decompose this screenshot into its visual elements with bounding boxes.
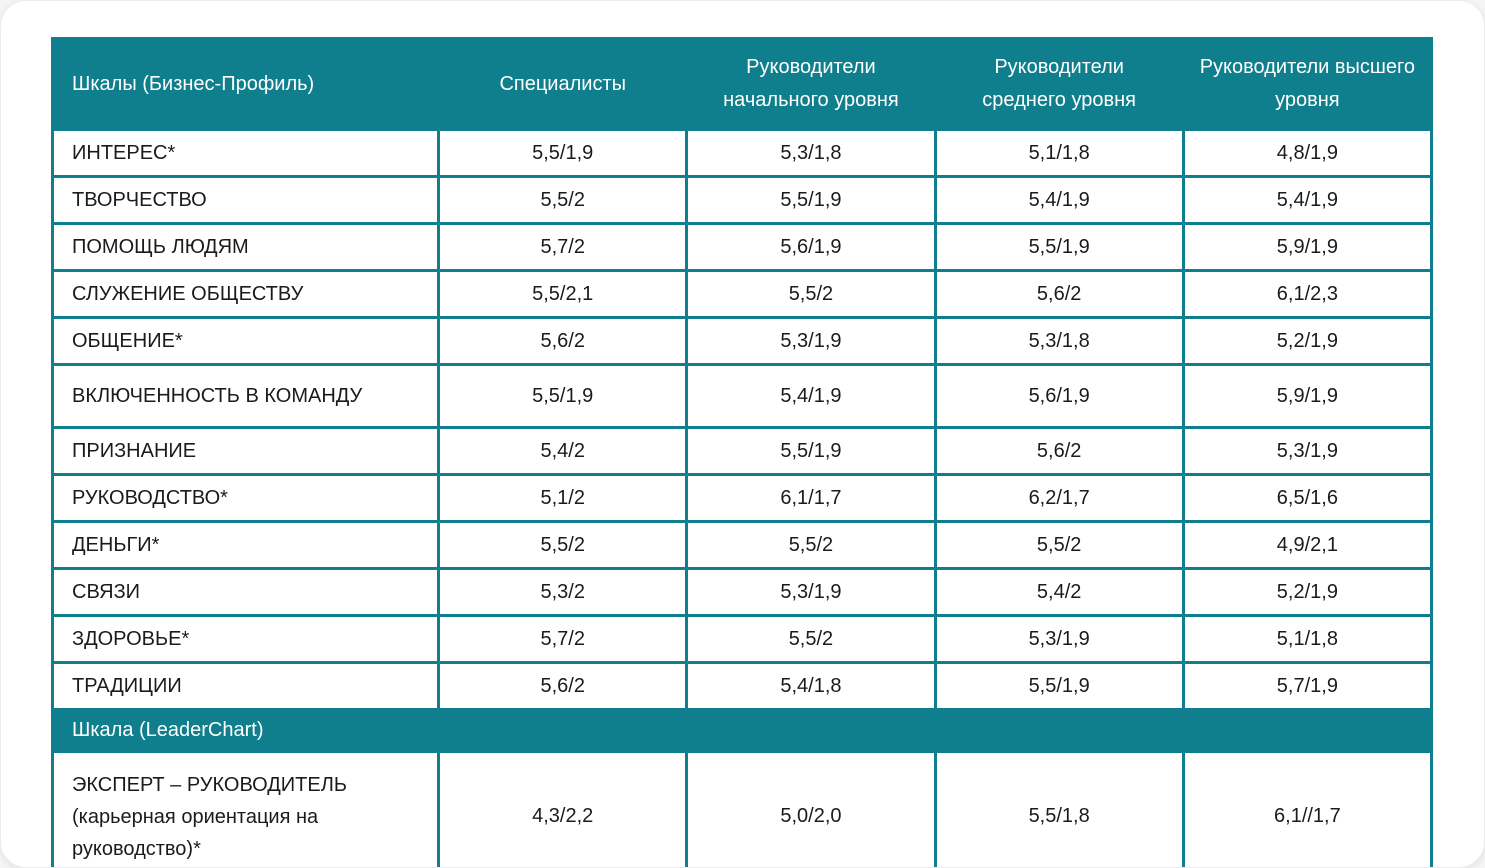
row-label: ИНТЕРЕС* (50, 128, 441, 178)
value-cell: 5,5/2,1 (437, 269, 689, 319)
value-cell: 6,1/2,3 (1181, 269, 1434, 319)
value-cell: 5,3/1,9 (685, 567, 937, 617)
value-cell: 5,4/1,9 (685, 363, 937, 429)
value-cell: 5,5/2 (685, 269, 937, 319)
table-row: ВКЛЮЧЕННОСТЬ В КОМАНДУ 5,5/1,9 5,4/1,9 5,6/… (50, 363, 1434, 429)
value-cell: 5,4/1,9 (933, 175, 1185, 225)
value-cell: 5,5/1,8 (933, 750, 1185, 867)
value-cell: 5,7/2 (437, 222, 689, 272)
value-cell: 4,9/2,1 (1181, 520, 1434, 570)
row-label: ТРАДИЦИИ (50, 661, 441, 711)
value-cell: 5,3/1,8 (933, 316, 1185, 366)
row-label: РУКОВОДСТВО* (50, 473, 441, 523)
value-cell: 5,4/2 (933, 567, 1185, 617)
value-cell: 6,2/1,7 (933, 473, 1185, 523)
value-cell: 5,4/1,8 (685, 661, 937, 711)
value-cell: 5,0/2,0 (685, 750, 937, 867)
value-cell: 5,6/1,9 (933, 363, 1185, 429)
value-cell: 4,3/2,2 (437, 750, 689, 867)
table-row: ПОМОЩЬ ЛЮДЯМ 5,7/2 5,6/1,9 5,5/1,9 5,9/1,9 (50, 222, 1434, 272)
row-label: ПОМОЩЬ ЛЮДЯМ (50, 222, 441, 272)
column-header-senior-managers: Руководители высшего уровня (1181, 37, 1434, 131)
value-cell: 5,9/1,9 (1181, 363, 1434, 429)
value-cell: 5,9/1,9 (1181, 222, 1434, 272)
table-row: ПРИЗНАНИЕ 5,4/2 5,5/1,9 5,6/2 5,3/1,9 (50, 426, 1434, 476)
value-cell: 5,5/2 (685, 614, 937, 664)
value-cell: 5,6/2 (933, 426, 1185, 476)
table-body: ИНТЕРЕС* 5,5/1,9 5,3/1,8 5,1/1,8 4,8/1,9 ТВОР… (50, 128, 1434, 867)
row-label: ОБЩЕНИЕ* (50, 316, 441, 366)
row-label: ТВОРЧЕСТВО (50, 175, 441, 225)
value-cell: 5,5/1,9 (933, 222, 1185, 272)
value-cell: 5,1/1,8 (1181, 614, 1434, 664)
column-header-entry-managers: Руководители начального уровня (685, 37, 937, 131)
value-cell: 5,3/1,9 (1181, 426, 1434, 476)
table-row: ЭКСПЕРТ – РУКОВОДИТЕЛЬ (карьерная ориент… (50, 750, 1434, 867)
table-row: ОБЩЕНИЕ* 5,6/2 5,3/1,9 5,3/1,8 5,2/1,9 (50, 316, 1434, 366)
section-header-label: Шкала (LeaderChart) (51, 708, 1433, 753)
value-cell: 5,4/2 (437, 426, 689, 476)
table-row: ИНТЕРЕС* 5,5/1,9 5,3/1,8 5,1/1,8 4,8/1,9 (50, 128, 1434, 178)
value-cell: 5,5/1,9 (437, 128, 689, 178)
value-cell: 5,1/1,8 (933, 128, 1185, 178)
table-row: ДЕНЬГИ* 5,5/2 5,5/2 5,5/2 4,9/2,1 (50, 520, 1434, 570)
table-header-row: Шкалы (Бизнес-Профиль) Специалисты Руков… (50, 37, 1434, 131)
value-cell: 5,6/2 (437, 661, 689, 711)
row-label: ЗДОРОВЬЕ* (50, 614, 441, 664)
row-label: ДЕНЬГИ* (50, 520, 441, 570)
column-header-specialists: Специалисты (437, 37, 689, 131)
table-row: ТРАДИЦИИ 5,6/2 5,4/1,8 5,5/1,9 5,7/1,9 (50, 661, 1434, 711)
value-cell: 5,5/1,9 (933, 661, 1185, 711)
value-cell: 5,4/1,9 (1181, 175, 1434, 225)
section-header-row: Шкала (LeaderChart) (51, 708, 1433, 753)
value-cell: 5,3/1,9 (685, 316, 937, 366)
table-row: СЛУЖЕНИЕ ОБЩЕСТВУ 5,5/2,1 5,5/2 5,6/2 6,1/2,… (50, 269, 1434, 319)
value-cell: 5,6/1,9 (685, 222, 937, 272)
value-cell: 5,3/1,8 (685, 128, 937, 178)
table-row: ТВОРЧЕСТВО 5,5/2 5,5/1,9 5,4/1,9 5,4/1,9 (50, 175, 1434, 225)
row-label: СЛУЖЕНИЕ ОБЩЕСТВУ (50, 269, 441, 319)
row-label: ПРИЗНАНИЕ (50, 426, 441, 476)
row-label: ВКЛЮЧЕННОСТЬ В КОМАНДУ (50, 363, 441, 429)
value-cell: 5,5/1,9 (685, 426, 937, 476)
value-cell: 5,6/2 (933, 269, 1185, 319)
value-cell: 6,5/1,6 (1181, 473, 1434, 523)
value-cell: 5,5/2 (685, 520, 937, 570)
value-cell: 5,5/2 (437, 520, 689, 570)
column-header-middle-managers: Руководители среднего уровня (933, 37, 1185, 131)
value-cell: 5,1/2 (437, 473, 689, 523)
table-row: СВЯЗИ 5,3/2 5,3/1,9 5,4/2 5,2/1,9 (50, 567, 1434, 617)
table-row: РУКОВОДСТВО* 5,1/2 6,1/1,7 6,2/1,7 6,5/1,6 (50, 473, 1434, 523)
row-label: ЭКСПЕРТ – РУКОВОДИТЕЛЬ (карьерная ориент… (50, 750, 441, 867)
value-cell: 5,6/2 (437, 316, 689, 366)
value-cell: 5,5/2 (437, 175, 689, 225)
column-header-scales: Шкалы (Бизнес-Профиль) (50, 37, 441, 131)
value-cell: 6,1/1,7 (685, 473, 937, 523)
value-cell: 6,1//1,7 (1181, 750, 1434, 867)
value-cell: 5,5/1,9 (685, 175, 937, 225)
value-cell: 5,5/1,9 (437, 363, 689, 429)
row-label: СВЯЗИ (50, 567, 441, 617)
value-cell: 5,5/2 (933, 520, 1185, 570)
value-cell: 5,2/1,9 (1181, 567, 1434, 617)
value-cell: 5,2/1,9 (1181, 316, 1434, 366)
business-profile-table: Шкалы (Бизнес-Профиль) Специалисты Руков… (50, 37, 1434, 867)
value-cell: 5,7/2 (437, 614, 689, 664)
table-row: ЗДОРОВЬЕ* 5,7/2 5,5/2 5,3/1,9 5,1/1,8 (50, 614, 1434, 664)
value-cell: 5,3/1,9 (933, 614, 1185, 664)
value-cell: 4,8/1,9 (1181, 128, 1434, 178)
value-cell: 5,7/1,9 (1181, 661, 1434, 711)
value-cell: 5,3/2 (437, 567, 689, 617)
